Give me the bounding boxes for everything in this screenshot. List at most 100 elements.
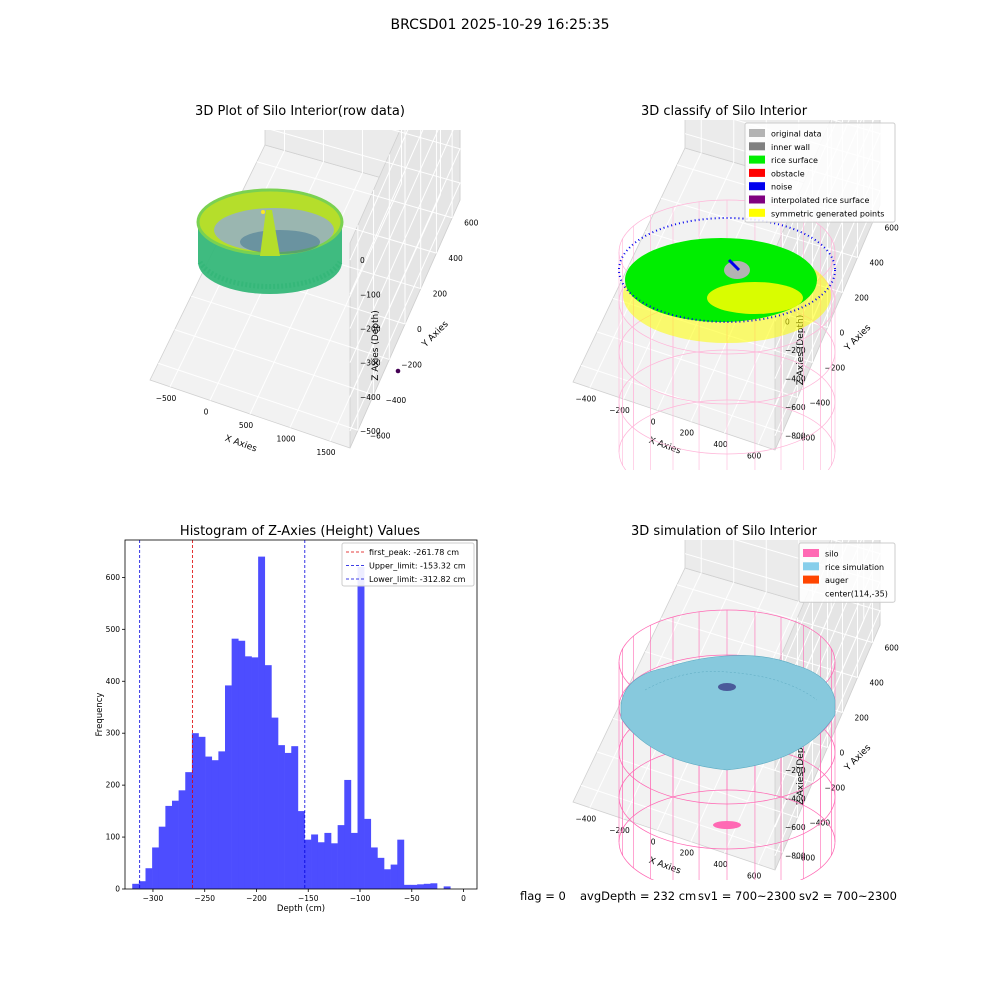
histogram-legend-label: Upper_limit: -153.32 cm <box>369 562 466 571</box>
histogram-bar <box>331 843 338 889</box>
histogram-legend <box>341 542 475 587</box>
raw-data-3d-plot: −500 0 500 1000 1500 −600 −400 −200 0 200 400 600 −5… <box>149 130 479 457</box>
simulation-x-tick-label: 400 <box>713 860 728 869</box>
histogram-bar <box>211 760 219 889</box>
histogram-y-tick-label: 200 <box>106 781 121 790</box>
classify-y-axis-label: Y Axies <box>842 323 873 354</box>
histogram-y-axis-label: Frequency <box>95 693 105 737</box>
histogram-bar <box>397 839 405 889</box>
raw-shadow-points <box>240 230 320 254</box>
histogram-legend-label: first_peak: -261.78 cm <box>369 548 459 557</box>
simulation-auger-hole <box>718 683 736 691</box>
histogram-bar <box>185 772 193 889</box>
classify-symmetric-patch <box>707 282 803 314</box>
histogram-bar <box>423 883 431 889</box>
simulation-legend-label: rice simulation <box>825 563 884 572</box>
histogram-bar <box>317 842 325 889</box>
simulation-y-tick-label: 400 <box>870 679 885 688</box>
raw-plot-title: 3D Plot of Silo Interior(row data) <box>195 104 405 119</box>
raw-y-tick-label: −200 <box>401 360 422 369</box>
classify-x-tick-label: 400 <box>713 440 728 449</box>
classify-x-tick-label: 200 <box>680 429 695 438</box>
histogram-bar <box>410 884 418 889</box>
raw-z-gridline <box>349 130 409 261</box>
flag-text: flag = 0 <box>520 889 566 903</box>
classify-x-tick-label: −400 <box>576 395 597 404</box>
classify-y-tick-label: 0 <box>840 329 845 338</box>
histogram-bar <box>218 751 226 889</box>
histogram-bar <box>165 805 173 889</box>
histogram-x-tick-label: −100 <box>350 894 371 903</box>
histogram-legend-label: Lower_limit: -312.82 cm <box>369 575 466 584</box>
simulation-z-gridline <box>774 540 862 742</box>
simulation-legend-swatch <box>803 562 819 571</box>
histogram-bar <box>337 825 345 889</box>
histogram-chart: −300 −250 −200 −150 −100 −50 0 0 100 200 300 400 500… <box>95 539 478 914</box>
histogram-bar <box>205 756 213 889</box>
raw-x-tick-label: 1500 <box>316 448 335 457</box>
simulation-z-tick-label: −800 <box>785 852 806 861</box>
raw-z-tick-label: −200 <box>360 324 381 333</box>
sv2-text: sv2 = 700~2300 <box>799 889 897 903</box>
simulation-x-tick-label: 600 <box>747 871 762 880</box>
simulation-silo-bottom <box>713 821 741 829</box>
histogram-bar <box>225 685 232 889</box>
avg-depth-text: avgDepth = 232 cm <box>580 889 697 903</box>
classify-legend-label: inner wall <box>771 143 810 152</box>
classify-y-tick-label: 200 <box>855 294 870 303</box>
simulation-y-gridline <box>580 784 783 853</box>
classify-legend-label: original data <box>771 130 822 139</box>
simulation-y-axis-label: Y Axies <box>842 743 873 774</box>
classify-legend-swatch <box>749 129 765 137</box>
classify-legend-swatch <box>749 155 765 164</box>
histogram-bar <box>443 886 451 889</box>
classify-plot-title: 3D classify of Silo Interior <box>640 104 808 119</box>
histogram-bar <box>198 736 206 889</box>
raw-z-tick-label: −300 <box>360 359 381 368</box>
simulation-y-gridline <box>676 584 873 643</box>
raw-y-axis-label: Y Axies <box>420 319 451 350</box>
rice-simulation-mesh <box>644 671 818 701</box>
simulation-x-tick-label: 0 <box>651 837 656 846</box>
histogram-bar <box>138 881 146 889</box>
histogram-bar <box>238 640 246 889</box>
classify-x-tick-label: 0 <box>651 417 656 426</box>
histogram-bar <box>384 869 391 889</box>
histogram-x-tick-label: −250 <box>194 894 215 903</box>
classify-y-tick-label: 400 <box>870 259 885 268</box>
raw-y-tick-label: 200 <box>433 290 448 299</box>
raw-z-axis-label: Z Axies (Depth) <box>371 310 381 381</box>
simulation-x-tick-label: 200 <box>680 849 695 858</box>
histogram-frame <box>124 539 478 890</box>
simulation-z-gridline <box>774 540 850 714</box>
classify-x-tick-label: −200 <box>609 406 630 415</box>
histogram-bar <box>231 638 239 889</box>
classify-z-tick-label: −600 <box>785 403 806 412</box>
raw-x-axis-label: X Axies <box>223 434 258 455</box>
histogram-bar <box>377 857 385 889</box>
histogram-bar <box>191 733 199 889</box>
histogram-bar <box>145 868 153 889</box>
raw-z-gridline <box>270 130 461 432</box>
raw-x-tick-label: 0 <box>204 407 209 416</box>
raw-x-tick-label: 500 <box>239 421 254 430</box>
histogram-bar <box>370 847 378 889</box>
histogram-bar <box>284 752 292 889</box>
classify-y-tick-label: 600 <box>885 224 900 233</box>
classify-legend-label: symmetric generated points <box>771 209 884 218</box>
classify-x-tick-label: 600 <box>747 451 762 460</box>
raw-y-gridline <box>158 362 359 431</box>
raw-z-tick-label: −400 <box>360 393 381 402</box>
histogram-bar <box>390 864 398 889</box>
histogram-bar <box>344 779 352 889</box>
classify-z-tick-label: −400 <box>785 375 806 384</box>
raw-y-tick-label: −600 <box>370 431 391 440</box>
simulation-y-gridline <box>596 751 798 818</box>
simulation-y-tick-label: 600 <box>885 644 900 653</box>
simulation-legend-label: center(114,-35) <box>825 589 888 598</box>
histogram-bar <box>304 839 312 889</box>
histogram-bar <box>297 811 305 889</box>
classify-legend-swatch <box>749 195 765 204</box>
raw-z-gridline <box>349 130 461 398</box>
